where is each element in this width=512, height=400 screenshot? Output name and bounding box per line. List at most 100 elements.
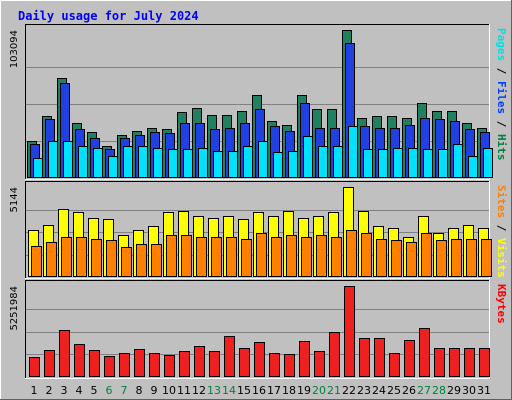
chart-panels: 103094 Pages / Files / Hits 5144 Sites / Vi… (9, 24, 508, 379)
day-label-2: 2 (46, 384, 53, 397)
bar-pages-day-9 (153, 148, 163, 178)
bar-kbytes-day-18 (284, 354, 295, 377)
bar-kbytes-day-22 (344, 286, 355, 377)
bar-kbytes-day-19 (299, 341, 310, 377)
day-label-28: 28 (432, 384, 446, 397)
bar-kbytes-day-28 (434, 348, 445, 377)
bar-sites-day-20 (316, 235, 327, 277)
legend-entry: Files (495, 81, 508, 114)
bar-kbytes-day-23 (359, 338, 370, 377)
bar-kbytes-day-16 (254, 342, 265, 377)
bar-pages-day-12 (198, 148, 208, 178)
bar-sites-day-22 (346, 230, 357, 277)
day-label-8: 8 (136, 384, 143, 397)
bar-kbytes-day-30 (464, 348, 475, 377)
bar-pages-day-18 (288, 151, 298, 178)
day-label-14: 14 (222, 384, 236, 397)
day-label-22: 22 (342, 384, 356, 397)
bar-sites-day-13 (211, 237, 222, 277)
bar-sites-day-7 (121, 247, 132, 277)
panel-max-label: 5144 (9, 187, 20, 212)
bar-kbytes-day-25 (389, 353, 400, 377)
day-label-3: 3 (61, 384, 68, 397)
bar-pages-day-14 (228, 151, 238, 178)
bar-sites-day-25 (391, 240, 402, 277)
bar-kbytes-day-21 (329, 332, 340, 377)
legend-entry: Visits (495, 238, 508, 278)
bar-pages-day-11 (183, 149, 193, 178)
bar-kbytes-day-5 (89, 350, 100, 377)
bar-pages-day-22 (348, 126, 358, 178)
chart-title: Daily usage for July 2024 (18, 9, 199, 23)
series-pages (33, 126, 493, 178)
bar-sites-day-21 (331, 237, 342, 277)
bar-kbytes-day-14 (224, 336, 235, 377)
bar-kbytes-day-8 (134, 349, 145, 377)
bar-pages-day-1 (33, 158, 43, 178)
bar-sites-day-26 (406, 242, 417, 277)
day-label-7: 7 (121, 384, 128, 397)
bar-pages-day-19 (303, 136, 313, 178)
bar-kbytes-day-20 (314, 351, 325, 377)
day-label-25: 25 (387, 384, 401, 397)
bar-sites-day-30 (466, 239, 477, 277)
panel-kbytes: 5251984 KBytes (9, 280, 508, 379)
bar-pages-day-10 (168, 149, 178, 178)
bar-sites-day-28 (436, 240, 447, 277)
legend-entry: Pages (495, 28, 508, 61)
bar-pages-day-30 (468, 156, 478, 178)
bar-sites-day-14 (226, 237, 237, 277)
bar-pages-day-3 (63, 141, 73, 178)
bar-sites-day-11 (181, 235, 192, 277)
bar-sites-day-5 (91, 239, 102, 277)
legend-entry: / (495, 114, 508, 134)
bar-kbytes-day-26 (404, 340, 415, 377)
day-label-31: 31 (477, 384, 491, 397)
bar-kbytes-day-2 (44, 350, 55, 377)
day-label-27: 27 (417, 384, 431, 397)
day-label-19: 19 (297, 384, 311, 397)
day-label-24: 24 (372, 384, 386, 397)
bar-pages-day-8 (138, 146, 148, 178)
panel-hits: 103094 Pages / Files / Hits (9, 24, 508, 180)
day-label-29: 29 (447, 384, 461, 397)
bar-pages-day-25 (393, 148, 403, 178)
bar-kbytes-day-10 (164, 355, 175, 377)
day-label-5: 5 (91, 384, 98, 397)
bar-sites-day-8 (136, 244, 147, 277)
day-label-21: 21 (327, 384, 341, 397)
legend-entry: Hits (495, 134, 508, 161)
day-label-20: 20 (312, 384, 326, 397)
bar-pages-day-26 (408, 148, 418, 178)
panel-legend: KBytes (495, 284, 508, 324)
day-label-1: 1 (31, 384, 38, 397)
bar-pages-day-17 (273, 152, 283, 178)
legend-entry: KBytes (495, 284, 508, 324)
bar-pages-day-31 (483, 148, 493, 178)
bar-kbytes-day-6 (104, 356, 115, 377)
bar-kbytes-day-31 (479, 348, 490, 377)
bar-kbytes-day-11 (179, 351, 190, 377)
bar-pages-day-21 (333, 146, 343, 178)
bar-kbytes-day-15 (239, 348, 250, 377)
bar-pages-day-23 (363, 149, 373, 178)
bar-sites-day-24 (376, 239, 387, 277)
legend-entry: Sites (495, 185, 508, 218)
bar-sites-day-1 (31, 246, 42, 277)
day-label-17: 17 (267, 384, 281, 397)
bar-kbytes-day-27 (419, 328, 430, 377)
bar-pages-day-29 (453, 144, 463, 178)
bar-sites-day-9 (151, 244, 162, 277)
bar-pages-day-5 (93, 148, 103, 178)
bar-sites-day-27 (421, 233, 432, 277)
panel-legend: Sites / Visits (495, 185, 508, 278)
bar-pages-day-24 (378, 149, 388, 178)
bar-sites-day-4 (76, 237, 87, 277)
day-label-23: 23 (357, 384, 371, 397)
legend-entry: / (495, 61, 508, 81)
day-label-12: 12 (192, 384, 206, 397)
day-label-30: 30 (462, 384, 476, 397)
bar-pages-day-16 (258, 141, 268, 178)
bar-kbytes-day-17 (269, 353, 280, 377)
